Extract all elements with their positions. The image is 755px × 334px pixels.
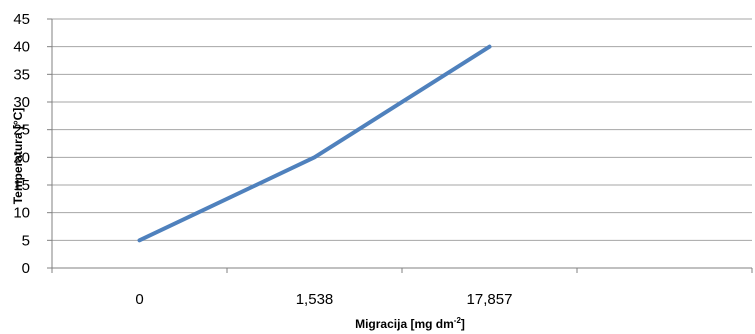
y-tick-label: 15 — [13, 177, 30, 194]
x-tick-label: 1,538 — [296, 291, 334, 308]
y-tick-label: 25 — [13, 122, 30, 139]
y-tick-labels: 0 5 10 15 20 25 30 35 40 45 — [13, 11, 30, 277]
x-axis-title-superscript: -2 — [454, 316, 462, 325]
y-tick-label: 10 — [13, 205, 30, 222]
x-tick-label: 0 — [135, 291, 143, 308]
x-tick-label: 17,857 — [467, 291, 513, 308]
x-axis-title-tail: ] — [461, 317, 465, 331]
series-lines — [137, 44, 492, 243]
x-axis-title: Migracija [mg dm-2] — [355, 316, 465, 331]
y-tick-label: 45 — [13, 11, 30, 28]
y-tick-label: 5 — [22, 232, 30, 249]
y-tick-label: 40 — [13, 39, 30, 56]
axes — [47, 18, 753, 273]
y-axis-title: Temperatura [°C] — [11, 108, 25, 205]
y-tick-label: 0 — [22, 260, 30, 277]
y-tick-label: 30 — [13, 94, 30, 111]
y-tick-label: 35 — [13, 66, 30, 83]
x-tick-labels: 0 1,538 17,857 — [135, 291, 512, 308]
gridlines — [52, 18, 752, 241]
y-tick-label: 20 — [13, 149, 30, 166]
series-line — [137, 44, 492, 243]
